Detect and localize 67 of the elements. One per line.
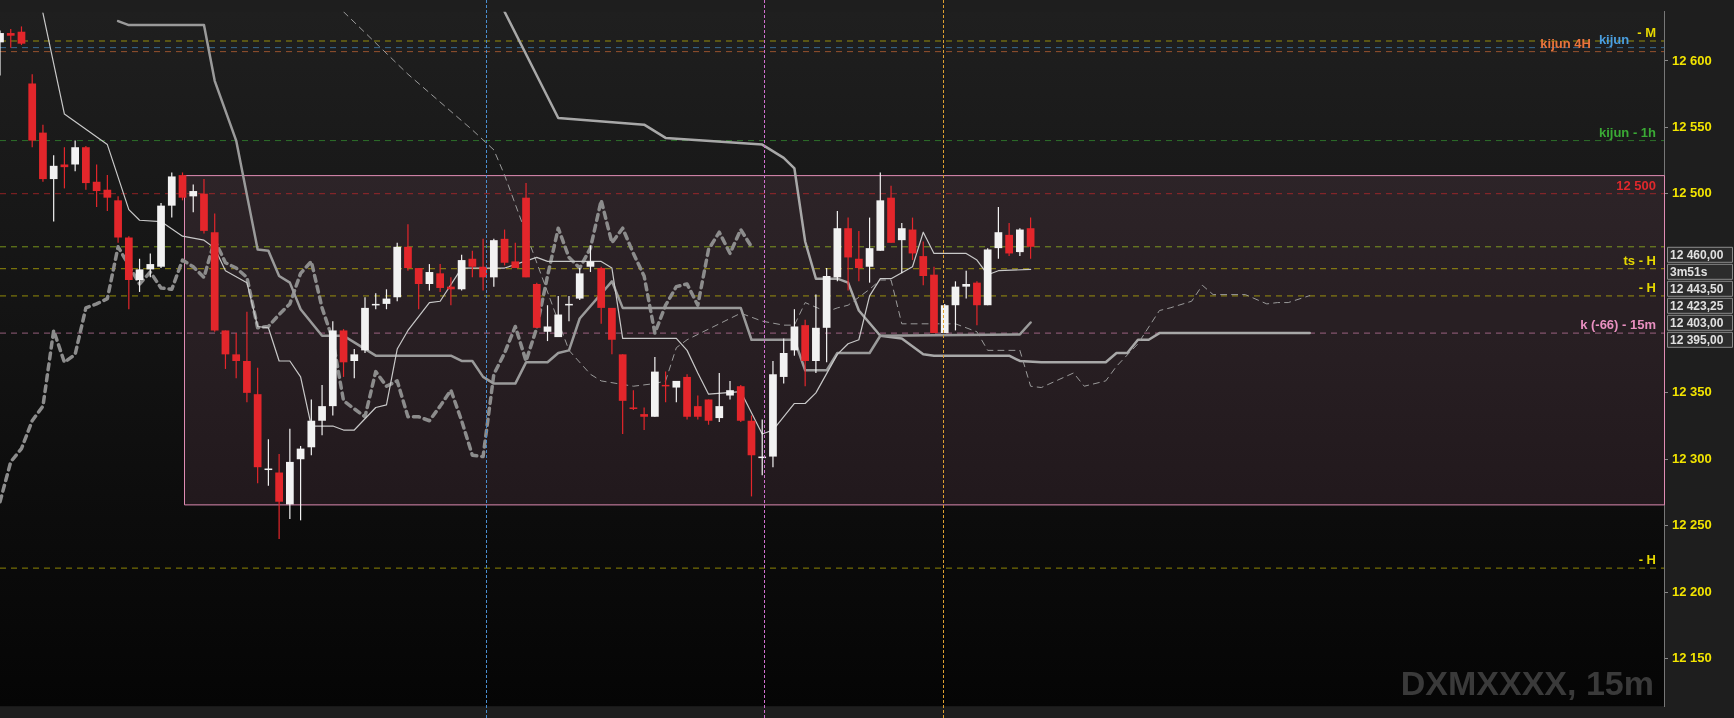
ref-line-label: k (-66) - 15m — [1580, 317, 1657, 333]
candlestick — [414, 267, 423, 310]
candlestick — [586, 244, 595, 273]
candlestick — [189, 183, 198, 213]
text: 12 460,00 — [1670, 247, 1724, 262]
candlestick — [60, 146, 69, 189]
candlestick — [425, 263, 434, 292]
candlestick — [715, 372, 724, 423]
candlestick — [17, 25, 26, 46]
text: 12 403,00 — [1670, 315, 1724, 330]
text: 12 395,00 — [1670, 332, 1724, 347]
ref-line-label: - H — [1638, 552, 1657, 568]
y-tick-label: 12 300 — [1672, 450, 1712, 466]
candlestick — [973, 280, 981, 326]
candlestick — [468, 250, 477, 278]
ref-line-label: ts - H — [1623, 252, 1656, 268]
y-tick-label: 12 600 — [1672, 52, 1712, 68]
ref-line-label: - H — [1638, 280, 1657, 296]
ref-line-label: - M — [1637, 25, 1657, 41]
y-tick-label: 12 200 — [1672, 583, 1712, 599]
candlestick — [232, 332, 241, 379]
candlestick — [640, 406, 648, 431]
candlestick — [704, 398, 713, 426]
text: 12 423,25 — [1670, 298, 1724, 313]
ref-line-label: kijun — [1598, 31, 1630, 47]
candlestick — [1026, 217, 1035, 260]
candlestick — [554, 295, 563, 338]
line-series — [0, 198, 754, 504]
y-tick-label: 12 350 — [1672, 384, 1712, 400]
candlestick — [854, 230, 863, 282]
candlestick — [318, 384, 326, 436]
candlestick — [146, 252, 155, 278]
candlestick — [919, 240, 928, 286]
candlestick — [436, 263, 445, 293]
y-tick-label: 12 550 — [1672, 118, 1712, 134]
candlestick — [629, 389, 638, 411]
candlestick — [49, 154, 58, 223]
candlestick — [726, 380, 734, 401]
y-tick-label: 12 150 — [1672, 649, 1712, 665]
candlestick — [500, 228, 509, 266]
candlestick — [865, 217, 874, 284]
candlestick — [897, 222, 906, 274]
candlestick — [790, 308, 799, 357]
candlestick — [1005, 222, 1013, 257]
candlestick — [6, 28, 15, 49]
candlestick — [221, 329, 230, 370]
candlestick — [479, 238, 487, 292]
candlestick — [962, 270, 971, 300]
candlestick — [543, 304, 552, 342]
candlestick — [103, 174, 112, 212]
text: 12 443,50 — [1670, 281, 1724, 296]
candlestick — [178, 171, 187, 201]
candlestick — [779, 337, 788, 385]
ref-line-label: kijun - 1h — [1598, 124, 1657, 140]
y-tick-label: 12 250 — [1672, 517, 1712, 533]
text: 3m51s — [1670, 264, 1708, 279]
candlestick — [135, 258, 144, 293]
candlestick — [994, 206, 1003, 260]
candlestick — [693, 394, 702, 421]
candlestick — [350, 348, 359, 379]
candlestick — [71, 139, 80, 172]
candlestick — [404, 223, 412, 272]
ref-line-label: 12 500 — [1616, 177, 1656, 193]
ref-line-label: kijun 4H — [1540, 35, 1591, 51]
candlestick — [1016, 227, 1024, 257]
candlestick — [511, 242, 520, 269]
y-tick-label: 12 500 — [1672, 185, 1712, 201]
